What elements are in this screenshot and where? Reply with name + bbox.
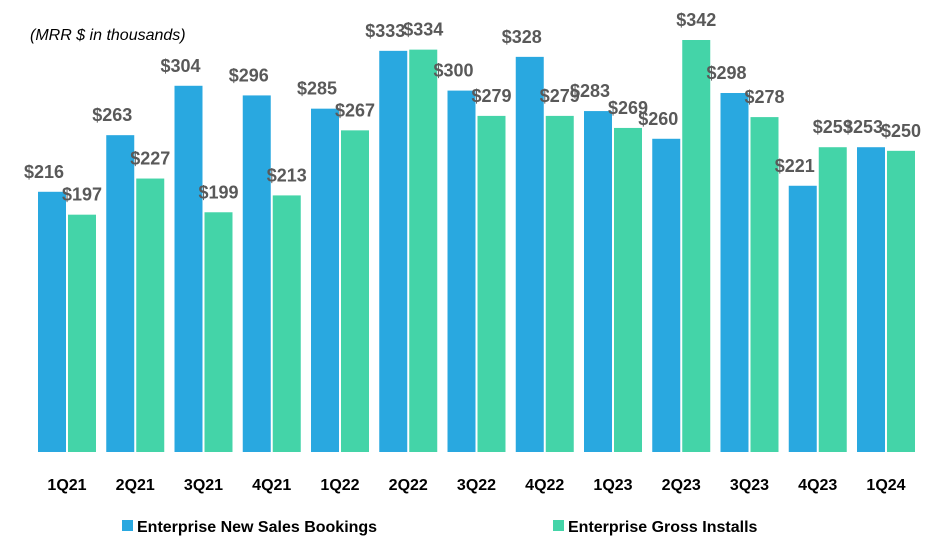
bar — [750, 117, 779, 452]
data-label: $216 — [24, 162, 64, 182]
bar — [788, 185, 817, 452]
x-tick-label: 3Q22 — [457, 477, 496, 494]
data-label: $199 — [198, 182, 238, 202]
legend-label: Enterprise Gross Installs — [568, 519, 758, 536]
x-tick-label: 4Q22 — [525, 477, 564, 494]
data-label: $250 — [881, 121, 921, 141]
bar — [272, 195, 301, 452]
data-label: $285 — [297, 79, 337, 99]
bar — [174, 85, 203, 453]
x-tick-label: 1Q21 — [47, 477, 86, 494]
data-label: $304 — [160, 56, 200, 76]
data-label: $300 — [433, 61, 473, 81]
x-tick-label: 1Q22 — [320, 477, 359, 494]
bar — [409, 49, 438, 453]
bar — [447, 90, 476, 452]
data-label: $221 — [775, 156, 815, 176]
data-label: $334 — [403, 20, 443, 40]
bar — [545, 115, 574, 452]
x-tick-label: 3Q23 — [730, 477, 769, 494]
x-tick-label: 4Q21 — [252, 477, 291, 494]
data-label: $283 — [570, 81, 610, 101]
bar — [379, 50, 408, 453]
x-tick-label: 3Q21 — [184, 477, 223, 494]
data-label: $279 — [540, 86, 580, 106]
data-label: $263 — [92, 105, 132, 125]
x-tick-label: 2Q22 — [389, 477, 428, 494]
legend-label: Enterprise New Sales Bookings — [137, 519, 377, 536]
subtitle: (MRR $ in thousands) — [30, 27, 186, 44]
x-tick-label: 2Q23 — [662, 477, 701, 494]
data-label: $260 — [638, 109, 678, 129]
data-label: $278 — [744, 87, 784, 107]
bar — [887, 150, 915, 452]
bar — [136, 178, 165, 452]
data-label: $253 — [813, 117, 853, 137]
bar — [38, 191, 66, 452]
bar — [614, 127, 642, 452]
bar — [652, 138, 681, 452]
data-label: $227 — [130, 149, 170, 169]
data-label: $267 — [335, 100, 375, 120]
bar — [106, 135, 135, 452]
bar — [242, 95, 271, 452]
bar — [311, 108, 339, 453]
data-label: $298 — [706, 63, 746, 83]
bar — [204, 212, 233, 452]
data-label: $269 — [608, 98, 648, 118]
x-tick-label: 1Q24 — [866, 477, 905, 494]
data-label: $253 — [843, 117, 883, 137]
legend-swatch — [122, 520, 133, 531]
bar — [857, 147, 885, 452]
bar — [341, 130, 369, 452]
legend-swatch — [553, 520, 564, 531]
x-tick-label: 1Q23 — [593, 477, 632, 494]
bar — [818, 147, 847, 452]
data-label: $333 — [365, 21, 405, 41]
data-label: $342 — [676, 10, 716, 30]
x-tick-label: 2Q21 — [116, 477, 155, 494]
bar — [477, 115, 506, 452]
x-tick-label: 4Q23 — [798, 477, 837, 494]
data-label: $197 — [62, 185, 102, 205]
bar — [720, 93, 749, 452]
bar — [68, 214, 96, 452]
data-label: $213 — [267, 165, 307, 185]
bar — [682, 40, 711, 452]
data-label: $296 — [229, 65, 269, 85]
bar — [515, 56, 544, 452]
bar — [584, 111, 612, 453]
data-label: $279 — [471, 86, 511, 106]
data-label: $328 — [502, 27, 542, 47]
